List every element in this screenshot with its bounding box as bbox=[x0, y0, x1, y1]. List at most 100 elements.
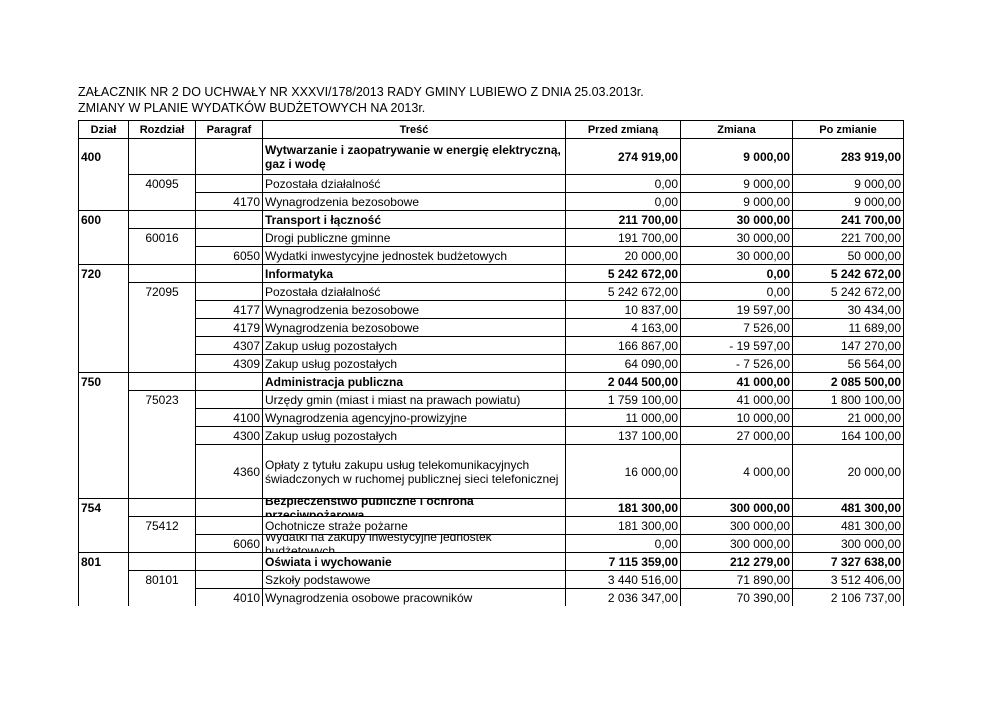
dzial-cell bbox=[78, 228, 129, 247]
tresc-cell: Transport i łączność bbox=[262, 210, 566, 229]
tresc-text: Zakup usług pozostałych bbox=[265, 428, 398, 443]
dzial-text: 750 bbox=[81, 374, 102, 389]
po-zmianie-text: 50 000,00 bbox=[847, 248, 901, 263]
rozdzial-cell bbox=[128, 498, 196, 517]
przed-zmiana-cell: 4 163,00 bbox=[565, 318, 681, 337]
zmiana-cell: 71 890,00 bbox=[680, 570, 793, 589]
po-zmianie-cell: 5 242 672,00 bbox=[792, 282, 904, 301]
zmiana-text: 300 000,00 bbox=[729, 518, 790, 533]
przed-zmiana-cell: 0,00 bbox=[565, 192, 681, 211]
zmiana-cell: 30 000,00 bbox=[680, 246, 793, 265]
zmiana-text: - 19 597,00 bbox=[729, 338, 790, 353]
po-zmianie-text: 283 919,00 bbox=[840, 149, 901, 164]
tresc-text: Administracja publiczna bbox=[265, 374, 404, 389]
paragraf-text bbox=[196, 265, 262, 282]
po-zmianie-text: 30 434,00 bbox=[847, 302, 901, 317]
header-cell: Zmiana bbox=[680, 120, 793, 139]
rozdzial-text bbox=[129, 337, 195, 354]
po-zmianie-text: 147 270,00 bbox=[840, 338, 901, 353]
paragraf-text: 4010 bbox=[233, 590, 260, 605]
paragraf-text: 4300 bbox=[233, 428, 260, 443]
table-row: 801 Oświata i wychowanie 7 115 359,00 212 2… bbox=[78, 552, 904, 571]
po-zmianie-cell: 30 434,00 bbox=[792, 300, 904, 319]
przed-zmiana-text: 16 000,00 bbox=[624, 464, 678, 479]
po-zmianie-text: 3 512 406,00 bbox=[830, 572, 901, 587]
table-row: 60016 Drogi publiczne gminne 191 700,00 30 … bbox=[78, 228, 904, 247]
table-row: 4179 Wynagrodzenia bezosobowe 4 163,00 7 52… bbox=[78, 318, 904, 337]
dzial-cell bbox=[78, 336, 129, 355]
przed-zmiana-text: 0,00 bbox=[654, 536, 678, 551]
dzial-text bbox=[79, 175, 128, 192]
tresc-cell: Administracja publiczna bbox=[262, 372, 566, 391]
przed-zmiana-cell: 16 000,00 bbox=[565, 444, 681, 499]
table-row: 4307 Zakup usług pozostałych 166 867,00 - 1… bbox=[78, 336, 904, 355]
przed-zmiana-text: 10 837,00 bbox=[624, 302, 678, 317]
paragraf-text: 4177 bbox=[233, 302, 260, 317]
dzial-text bbox=[79, 427, 128, 444]
zmiana-text: 27 000,00 bbox=[736, 428, 790, 443]
table-row: 40095 Pozostała działalność 0,00 9 000,00 9 … bbox=[78, 174, 904, 193]
paragraf-text: 4307 bbox=[233, 338, 260, 353]
tresc-cell: Zakup usług pozostałych bbox=[262, 426, 566, 445]
table-row: 6060 Wydatki na zakupy inwestycyjne jedno… bbox=[78, 534, 904, 553]
zmiana-cell: 70 390,00 bbox=[680, 588, 793, 606]
paragraf-cell: 4170 bbox=[195, 192, 263, 211]
dzial-text: 720 bbox=[81, 266, 102, 281]
table-row: 754 Bezpieczeństwo publiczne i ochrona pr… bbox=[78, 498, 904, 517]
zmiana-cell: 0,00 bbox=[680, 282, 793, 301]
zmiana-text: 300 000,00 bbox=[729, 536, 790, 551]
po-zmianie-text: 9 000,00 bbox=[854, 194, 901, 209]
po-zmianie-text: 21 000,00 bbox=[847, 410, 901, 425]
zmiana-text: 7 526,00 bbox=[743, 320, 790, 335]
tresc-cell: Wynagrodzenia osobowe pracowników bbox=[262, 588, 566, 606]
zmiana-cell: 212 279,00 bbox=[680, 552, 793, 571]
tresc-cell: Drogi publiczne gminne bbox=[262, 228, 566, 247]
tresc-cell: Zakup usług pozostałych bbox=[262, 336, 566, 355]
tresc-cell: Zakup usług pozostałych bbox=[262, 354, 566, 373]
tresc-cell: Informatyka bbox=[262, 264, 566, 283]
rozdzial-cell bbox=[128, 444, 196, 499]
tresc-cell: Wydatki inwestycyjne jednostek budżetowy… bbox=[262, 246, 566, 265]
rozdzial-text bbox=[129, 553, 195, 570]
zmiana-cell: 300 000,00 bbox=[680, 534, 793, 553]
przed-zmiana-cell: 181 300,00 bbox=[565, 516, 681, 535]
header-cell: Treść bbox=[262, 120, 566, 139]
rozdzial-cell: 75412 bbox=[128, 516, 196, 535]
dzial-cell: 750 bbox=[78, 372, 129, 391]
tresc-cell: Oświata i wychowanie bbox=[262, 552, 566, 571]
zmiana-cell: 9 000,00 bbox=[680, 192, 793, 211]
tresc-text: Drogi publiczne gminne bbox=[265, 230, 391, 245]
paragraf-text bbox=[196, 283, 262, 300]
zmiana-text: 9 000,00 bbox=[743, 149, 790, 164]
zmiana-text: 70 390,00 bbox=[736, 590, 790, 605]
rozdzial-text bbox=[129, 355, 195, 372]
tresc-cell: Wydatki na zakupy inwestycyjne jednostek… bbox=[262, 534, 566, 553]
table-row: 720 Informatyka 5 242 672,00 0,00 5 242 672,… bbox=[78, 264, 904, 283]
zmiana-text: 30 000,00 bbox=[736, 212, 790, 227]
table-row: 80101 Szkoły podstawowe 3 440 516,00 71 890… bbox=[78, 570, 904, 589]
przed-zmiana-cell: 0,00 bbox=[565, 534, 681, 553]
po-zmianie-cell: 2 106 737,00 bbox=[792, 588, 904, 606]
przed-zmiana-text: 5 242 672,00 bbox=[607, 266, 678, 281]
przed-zmiana-cell: 64 090,00 bbox=[565, 354, 681, 373]
przed-zmiana-text: 181 300,00 bbox=[617, 518, 678, 533]
przed-zmiana-cell: 211 700,00 bbox=[565, 210, 681, 229]
header-text: Przed zmianą bbox=[587, 123, 659, 136]
dzial-text bbox=[79, 319, 128, 336]
po-zmianie-cell: 283 919,00 bbox=[792, 138, 904, 175]
dzial-cell bbox=[78, 570, 129, 589]
tresc-text: Wynagrodzenia bezosobowe bbox=[265, 320, 419, 335]
tresc-cell: Wytwarzanie i zaopatrywanie w energię el… bbox=[262, 138, 566, 175]
tresc-text: Wydatki na zakupy inwestycyjne jednostek… bbox=[265, 535, 492, 552]
tresc-cell: Wynagrodzenia bezosobowe bbox=[262, 318, 566, 337]
przed-zmiana-cell: 181 300,00 bbox=[565, 498, 681, 517]
header-text: Rozdział bbox=[139, 123, 185, 136]
zmiana-cell: 0,00 bbox=[680, 264, 793, 283]
rozdzial-text bbox=[129, 445, 195, 498]
dzial-cell bbox=[78, 282, 129, 301]
rozdzial-text bbox=[129, 265, 195, 282]
paragraf-text bbox=[196, 553, 262, 570]
przed-zmiana-text: 5 242 672,00 bbox=[607, 284, 678, 299]
header-text: Po zmianie bbox=[819, 123, 877, 136]
dzial-text bbox=[79, 517, 128, 534]
